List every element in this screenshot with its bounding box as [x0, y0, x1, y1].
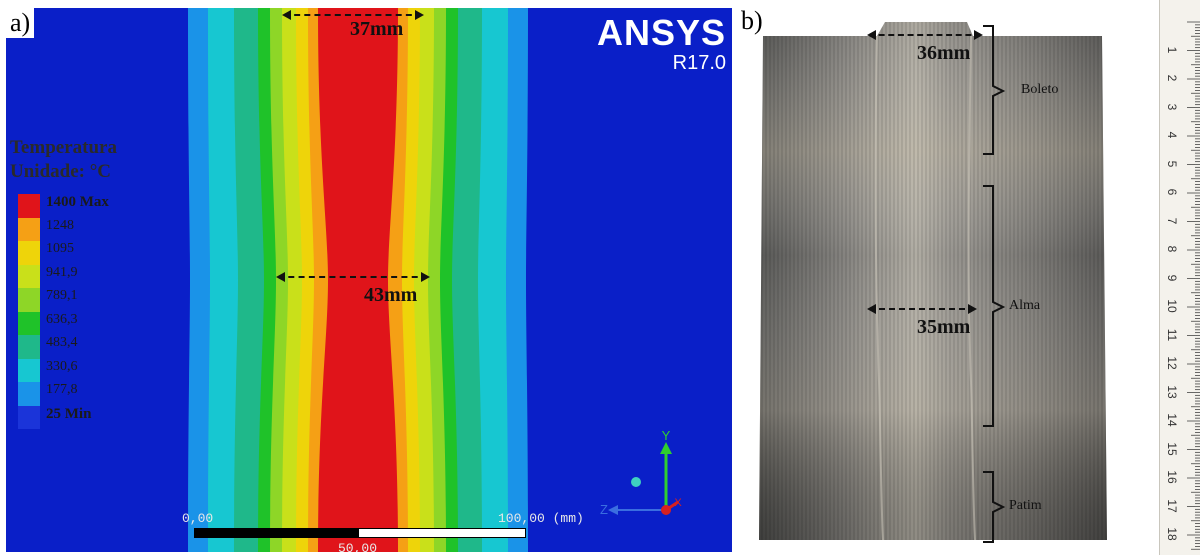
temperature-contour [188, 8, 528, 552]
x-axis-label: X [674, 497, 682, 509]
legend-swatch [18, 288, 40, 312]
scale-bar-dark-segment [194, 528, 358, 538]
scale-label-left: 0,00 [182, 511, 214, 526]
legend-rows: 1400 Max 1248 1095 941,9 789,1 636,3 483,4 330,… [10, 194, 170, 429]
legend-swatch [18, 358, 40, 382]
legend-value: 483,4 [46, 335, 78, 350]
legend-swatch [18, 311, 40, 335]
legend-row: 483,4 [10, 335, 170, 359]
ruler-number: 16 [1165, 470, 1179, 484]
dimension-arrow-middle [276, 272, 430, 282]
legend-swatch [18, 241, 40, 265]
panel-letter-a: a) [6, 8, 35, 38]
legend-row: 1095 [10, 241, 170, 265]
ruler-number: 5 [1165, 160, 1179, 167]
legend-swatch [18, 217, 40, 241]
legend-value: 1095 [46, 241, 74, 256]
legend-swatch [18, 264, 40, 288]
dimension-label-top: 37mm [350, 18, 404, 40]
ruler-ticks [1187, 21, 1200, 550]
legend-value: 177,8 [46, 382, 78, 397]
dimension-label-middle: 43mm [364, 284, 418, 306]
legend-row: 330,6 [10, 358, 170, 382]
ruler: 1 2 3 4 5 6 7 8 9 10 11 12 13 14 15 16 17 18 [1159, 0, 1200, 555]
triad-ball [631, 477, 641, 487]
ansys-logo-name: ANSYS [596, 12, 726, 53]
scale-label-right: 100,00 (mm) [498, 511, 584, 526]
legend-row: 1248 [10, 217, 170, 241]
ruler-number: 7 [1165, 217, 1179, 224]
z-axis-label: Z [600, 502, 608, 517]
legend-swatch [18, 335, 40, 359]
scale-label-middle: 50,00 [338, 541, 378, 552]
ruler-number: 10 [1165, 299, 1179, 313]
legend-value: 330,6 [46, 358, 78, 374]
scale-bar [194, 528, 526, 538]
ruler-number: 18 [1165, 527, 1179, 541]
legend-row: 789,1 [10, 288, 170, 312]
ruler-number: 11 [1165, 328, 1179, 341]
weld-boundary-right [967, 35, 976, 541]
ruler-number: 14 [1165, 413, 1179, 427]
legend-row: 636,3 [10, 311, 170, 335]
ruler-number: 8 [1165, 245, 1179, 253]
ruler-number: 15 [1165, 441, 1179, 456]
ruler-number: 12 [1165, 356, 1179, 370]
legend-row: 1400 Max [10, 194, 170, 218]
legend-value: 1400 Max [46, 194, 109, 210]
legend-value: 789,1 [46, 288, 78, 303]
ruler-number: 4 [1165, 131, 1179, 139]
simulation-panel: a) ANSYS R17.0 37mm 43mm Temperatura Uni… [6, 8, 732, 552]
legend-unit: Unidade: °C [10, 161, 112, 182]
legend-swatch [18, 405, 40, 429]
legend-value: 941,9 [46, 264, 78, 280]
ruler-number: 6 [1165, 188, 1179, 196]
dimension-arrow-middle-b [867, 304, 977, 314]
part-label-alma: Alma [1009, 298, 1041, 313]
legend-value: 25 Min [46, 405, 92, 422]
ruler-number: 9 [1165, 274, 1179, 281]
ruler-number: 17 [1165, 498, 1179, 513]
ruler-number: 3 [1165, 103, 1179, 110]
scale-bar-light-segment [358, 528, 526, 538]
legend-swatch [18, 194, 40, 218]
legend-row: 941,9 [10, 264, 170, 288]
ruler-number: 1 [1165, 46, 1179, 53]
temperature-legend: Temperatura Unidade: °C 1400 Max 1248 1095… [10, 136, 170, 429]
legend-value: 636,3 [46, 311, 78, 327]
ansys-logo: ANSYS R17.0 [596, 12, 726, 75]
dimension-label-middle-b: 35mm [917, 316, 971, 338]
legend-row: 177,8 [10, 382, 170, 406]
contour-band [318, 8, 398, 552]
dimension-label-top-b: 36mm [917, 42, 971, 64]
bracket-patim [983, 471, 1006, 543]
bracket-alma [983, 185, 1006, 427]
panel-letter-b: b) [737, 6, 767, 36]
rail-specimen-image [759, 22, 1107, 541]
legend-title: Temperatura [10, 137, 117, 158]
dimension-arrow-top [282, 10, 424, 20]
y-axis-arrowhead [660, 442, 672, 454]
dimension-arrow-top-b [867, 30, 983, 40]
weld-boundary-left [874, 35, 884, 541]
z-axis-arrowhead [608, 505, 618, 515]
ruler-number: 13 [1165, 384, 1179, 399]
bracket-boleto [983, 25, 1006, 155]
part-label-patim: Patim [1009, 498, 1042, 513]
rail-plate-texture [759, 22, 1107, 540]
part-label-boleto: Boleto [1021, 82, 1059, 97]
legend-row: 25 Min [10, 405, 170, 429]
ansys-logo-version: R17.0 [672, 52, 726, 74]
legend-value: 1248 [46, 217, 74, 233]
y-axis-label: Y [662, 428, 671, 443]
axis-triad: Y Z X [600, 428, 682, 517]
legend-swatch [18, 382, 40, 406]
ruler-number: 2 [1165, 74, 1179, 82]
axis-origin [661, 505, 671, 515]
temperature-bands [188, 8, 528, 552]
